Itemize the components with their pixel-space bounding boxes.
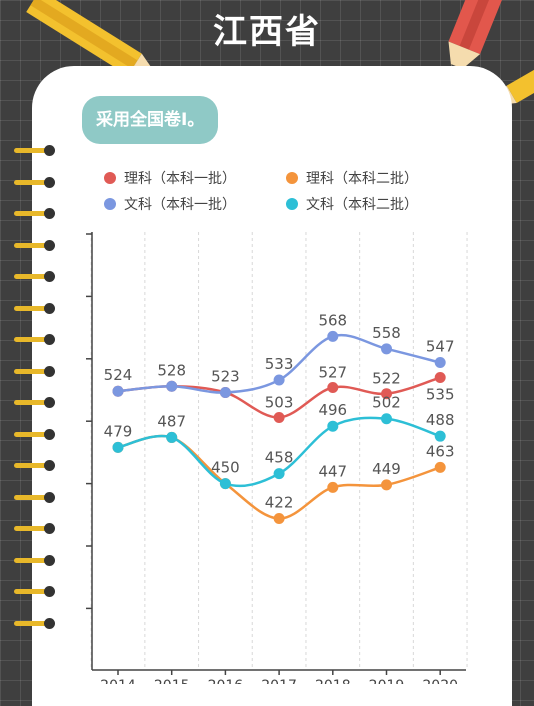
spiral-ring [14,176,58,190]
data-label: 522 [372,370,401,388]
data-point [166,431,178,443]
data-label: 527 [318,364,347,382]
data-label: 458 [265,449,294,467]
x-tick-label: 2015 [154,678,190,684]
x-tick-label: 2017 [261,678,297,684]
x-tick-label: 2018 [315,678,351,684]
legend-dot [286,198,298,210]
spiral-ring [14,365,58,379]
legend-dot [104,172,116,184]
data-point [273,374,285,386]
data-label: 496 [318,401,347,419]
data-label: 568 [318,311,347,329]
data-label: 479 [104,422,133,440]
data-point [434,430,446,442]
data-point [381,413,392,425]
data-label: 558 [372,324,401,342]
spiral-ring [14,302,58,316]
data-label: 449 [372,460,401,478]
x-tick-label: 2019 [369,678,405,684]
data-label: 463 [426,442,455,460]
legend-dot [104,198,116,210]
spiral-ring [14,459,58,473]
x-tick-label: 2014 [100,678,136,684]
legend-item: 理科（本科一批） [104,168,236,188]
data-point [381,479,392,491]
spiral-ring [14,554,58,568]
data-point [112,385,124,397]
spiral-ring [14,428,58,442]
data-label: 488 [426,411,455,429]
data-label: 523 [211,367,240,385]
spiral-ring [14,617,58,631]
spiral-ring [14,144,58,158]
line-chart: 2014 2015 2016 2017 2018 2019 2020 524 528 523 533… [86,232,468,684]
data-point [434,461,446,473]
legend-dot [286,172,298,184]
legend-item: 文科（本科一批） [104,194,236,214]
spiral-ring [14,239,58,253]
data-point [327,330,339,342]
data-label: 528 [157,361,186,379]
legend-item: 文科（本科二批） [286,194,418,214]
spiral-ring [14,207,58,221]
spiral-ring [14,270,58,284]
legend-label: 文科（本科二批） [306,197,418,213]
data-label: 422 [265,494,294,512]
data-point [381,343,392,355]
x-tick-label: 2016 [208,678,244,684]
page-title: 江西省 [213,12,321,52]
data-label: 547 [426,338,455,356]
data-point [273,513,285,525]
data-label: 533 [265,355,294,373]
data-point [273,468,285,480]
spiral-ring [14,585,58,599]
data-point [166,380,178,392]
data-point [434,372,446,384]
data-point [434,357,446,369]
legend-label: 理科（本科一批） [124,171,236,187]
data-point [219,478,231,490]
data-label: 450 [211,459,240,477]
spiral-ring [14,333,58,347]
legend-item: 理科（本科二批） [286,168,418,188]
legend-label: 理科（本科二批） [306,171,418,187]
data-point [273,411,285,423]
spiral-ring [14,522,58,536]
data-point [112,441,124,453]
data-point [327,420,339,432]
data-label: 487 [157,412,186,430]
data-point [327,481,339,493]
data-label: 503 [265,393,294,411]
data-label: 535 [426,386,455,404]
x-tick-label: 2020 [422,678,458,684]
data-label: 502 [372,394,401,412]
data-label: 524 [104,366,133,384]
data-point [219,386,231,398]
data-point [381,388,392,400]
data-label: 447 [318,462,347,480]
spiral-ring [14,396,58,410]
data-point [327,382,339,394]
spiral-ring [14,491,58,505]
legend-label: 文科（本科一批） [124,197,236,213]
exam-note-badge: 采用全国卷Ⅰ。 [82,96,219,144]
